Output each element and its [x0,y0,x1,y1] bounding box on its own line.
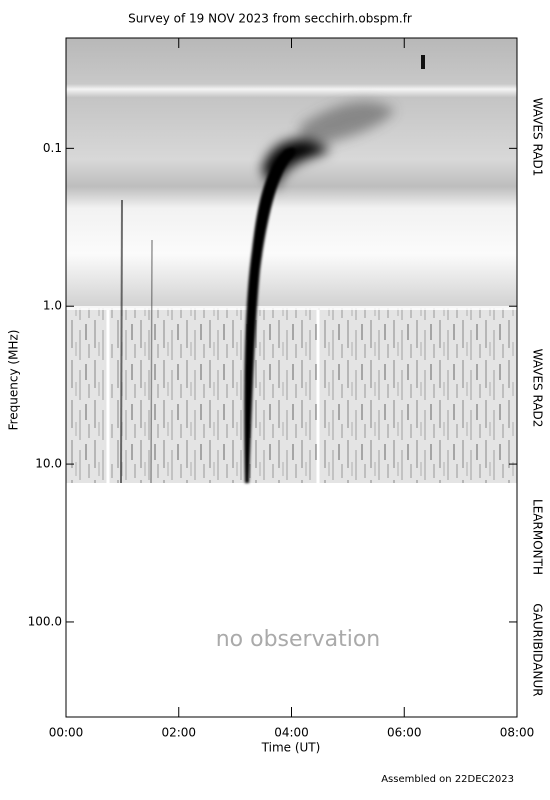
instrument-label: WAVES RAD2 [531,349,545,428]
x-axis-label: Time (UT) [261,741,321,755]
x-tick-label: 04:00 [274,726,309,740]
instrument-label: LEARMONTH [531,499,545,575]
instrument-label: WAVES RAD1 [531,98,545,177]
chart-title: Survey of 19 NOV 2023 from secchirh.obsp… [128,12,412,26]
y-tick-label: 10.0 [35,457,62,471]
footer: Assembled on 22DEC2023 [381,774,514,785]
x-tick-label: 08:00 [500,726,535,740]
x-tick-label: 06:00 [387,726,422,740]
annotation: no observation [216,627,381,652]
y-tick-label: 100.0 [28,614,62,628]
spectrogram-image [66,38,517,484]
y-axis-label: Frequency (MHz) [7,330,21,431]
y-tick-label: 1.0 [43,299,62,313]
x-tick-label: 02:00 [161,726,196,740]
y-tick-label: 0.1 [43,141,62,155]
instrument-label: GAURIBIDANUR [531,603,545,696]
x-tick-label: 00:00 [49,726,84,740]
